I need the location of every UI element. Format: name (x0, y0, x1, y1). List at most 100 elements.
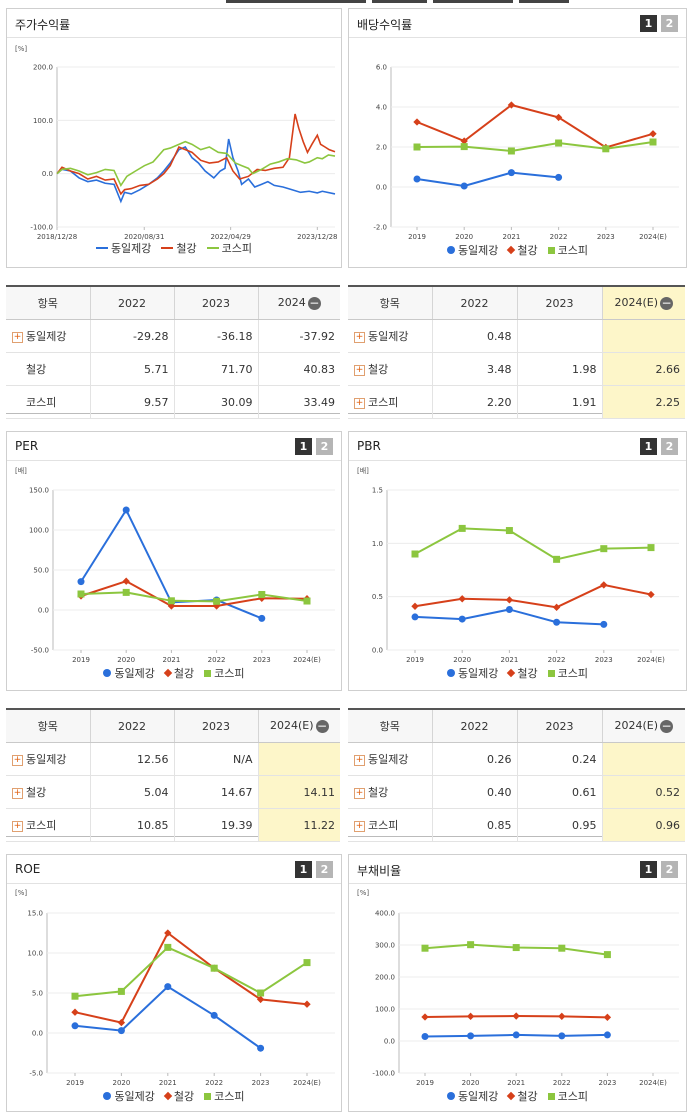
legend-label: 철강 (517, 1090, 538, 1103)
row-name-cell[interactable]: + 철강 (6, 775, 91, 809)
legend-item-steel[interactable]: 철강 (163, 665, 194, 681)
legend-square-icon (547, 1092, 555, 1100)
legend-item-steel[interactable]: 철강 (161, 240, 197, 256)
legend-item-company[interactable]: 동일제강 (103, 665, 155, 681)
column-header: 항목 (6, 287, 91, 320)
legend-item-company[interactable]: 동일제강 (103, 1088, 155, 1104)
collapse-icon[interactable]: − (660, 295, 674, 310)
expand-plus-icon[interactable]: + (12, 820, 23, 832)
legend-circle-icon (103, 1092, 112, 1100)
row-name-cell[interactable]: + 동일제강 (6, 319, 91, 353)
column-header-label: 2023 (202, 296, 230, 310)
row-name-label: 동일제강 (26, 753, 67, 766)
series-line-1 (74, 931, 308, 1024)
top-tab-3[interactable] (433, 0, 513, 3)
y-tick-label: 0.0 (372, 647, 383, 655)
expand-plus-icon[interactable]: + (354, 364, 365, 376)
legend-item-kospi[interactable]: 코스피 (547, 665, 588, 681)
data-point (303, 597, 311, 605)
data-point (554, 113, 563, 122)
expand-plus-icon[interactable]: + (12, 331, 23, 343)
view-1-button[interactable]: 1 (640, 15, 657, 32)
dividend-yield-table: 항목 2022 2023 2024(E) − + 동일제강 0.48 + 철강 3.48 1.98 2.… (348, 287, 685, 419)
view-1-button[interactable]: 1 (295, 438, 312, 455)
y-unit-label: [%] (15, 889, 28, 897)
legend-item-steel[interactable]: 철강 (163, 1088, 194, 1104)
data-point (421, 1013, 429, 1021)
view-2-button[interactable]: 2 (661, 438, 678, 455)
legend-diamond-icon (163, 668, 173, 678)
column-header-label: 2023 (202, 719, 230, 733)
legend-item-kospi[interactable]: 코스피 (206, 240, 252, 256)
row-name-label: 동일제강 (26, 330, 67, 343)
row-name-label: 코스피 (26, 819, 57, 832)
expand-plus-icon[interactable]: + (12, 754, 23, 766)
expand-plus-icon[interactable]: + (354, 754, 365, 766)
top-tab-2[interactable] (372, 0, 427, 3)
expand-plus-icon[interactable]: + (354, 820, 365, 832)
table-row: + 코스피 10.85 19.39 11.22 (6, 808, 340, 842)
x-tick-label: 2019 (408, 233, 426, 241)
row-name-cell[interactable]: + 코스피 (6, 808, 91, 842)
legend-item-kospi[interactable]: 코스피 (547, 242, 588, 258)
expand-plus-icon[interactable]: + (354, 331, 365, 343)
per-chart: 150.0 100.0 50.0 0.0 -50.0 2019 2020 2021 2022 20… (29, 487, 335, 664)
expand-plus-icon[interactable]: + (354, 397, 365, 409)
legend-item-kospi[interactable]: 코스피 (204, 665, 245, 681)
y-unit-label: [배] (15, 467, 27, 475)
pbr-table-wrap: 항목 2022 2023 2024(E) − + 동일제강 0.26 0.24 + 철강 0.40 0.… (348, 708, 685, 842)
view-1-button[interactable]: 1 (640, 861, 657, 878)
table-cell: 1.91 (517, 385, 603, 419)
row-name-cell[interactable]: + 코스피 (348, 808, 433, 842)
view-2-button[interactable]: 2 (661, 15, 678, 32)
legend-line-icon (95, 247, 108, 249)
legend-item-steel[interactable]: 철강 (507, 242, 538, 258)
row-name-cell[interactable]: + 동일제강 (348, 319, 433, 353)
view-1-button[interactable]: 1 (640, 438, 657, 455)
row-name-cell[interactable]: + 철강 (348, 352, 433, 386)
column-header: 2022 (90, 710, 175, 743)
view-2-button[interactable]: 2 (316, 438, 333, 455)
legend-item-steel[interactable]: 철강 (507, 1088, 538, 1104)
legend-item-company[interactable]: 동일제강 (95, 240, 151, 256)
view-2-button[interactable]: 2 (316, 861, 333, 878)
row-name-cell[interactable]: + 동일제강 (6, 742, 91, 776)
x-tick-label: 2021 (162, 656, 180, 664)
legend-item-company[interactable]: 동일제강 (446, 665, 498, 681)
series-line-2 (56, 140, 336, 188)
row-name-cell[interactable]: + 철강 (348, 775, 433, 809)
data-point (552, 603, 561, 612)
row-name-cell[interactable]: + 코스피 (348, 385, 433, 419)
collapse-icon[interactable]: − (307, 295, 321, 310)
data-point (421, 1033, 429, 1041)
table-cell: 19.39 (174, 808, 259, 842)
legend-item-company[interactable]: 동일제강 (446, 1088, 498, 1104)
per-table-wrap: 항목 2022 2023 2024(E) − + 동일제강 12.56 N/A + 철강 5.04 14… (6, 708, 340, 842)
data-point (413, 175, 421, 183)
table-cell: 2.20 (432, 385, 518, 419)
view-2-button[interactable]: 2 (661, 861, 678, 878)
view-1-button[interactable]: 1 (295, 861, 312, 878)
row-name-label: 동일제강 (368, 753, 409, 766)
top-tab-1[interactable] (226, 0, 366, 3)
expand-plus-icon[interactable]: + (354, 787, 365, 799)
collapse-icon[interactable]: − (315, 718, 329, 733)
legend-item-company[interactable]: 동일제강 (446, 242, 498, 258)
top-tab-4[interactable] (519, 0, 569, 3)
y-tick-label: -50.0 (31, 647, 49, 655)
row-name-cell[interactable]: + 동일제강 (348, 742, 433, 776)
expand-plus-icon[interactable]: + (12, 787, 23, 799)
legend-item-steel[interactable]: 철강 (507, 665, 538, 681)
collapse-icon[interactable]: − (660, 718, 674, 733)
data-point (512, 1031, 520, 1039)
x-tick-label: 2024(E) (637, 656, 665, 664)
roe-panel: ROE 1 2 [%] 15.0 10.0 5.0 0.0 -5.0 2019 2020 20… (6, 854, 342, 1112)
column-header-label: 2023 (545, 296, 574, 310)
table-row: + 철강 3.48 1.98 2.66 (348, 352, 685, 386)
data-point (649, 138, 657, 146)
legend-item-kospi[interactable]: 코스피 (547, 1088, 588, 1104)
data-point (411, 550, 419, 558)
table-cell: 33.49 (258, 385, 340, 419)
legend-item-kospi[interactable]: 코스피 (204, 1088, 245, 1104)
y-tick-label: 150.0 (29, 487, 49, 495)
